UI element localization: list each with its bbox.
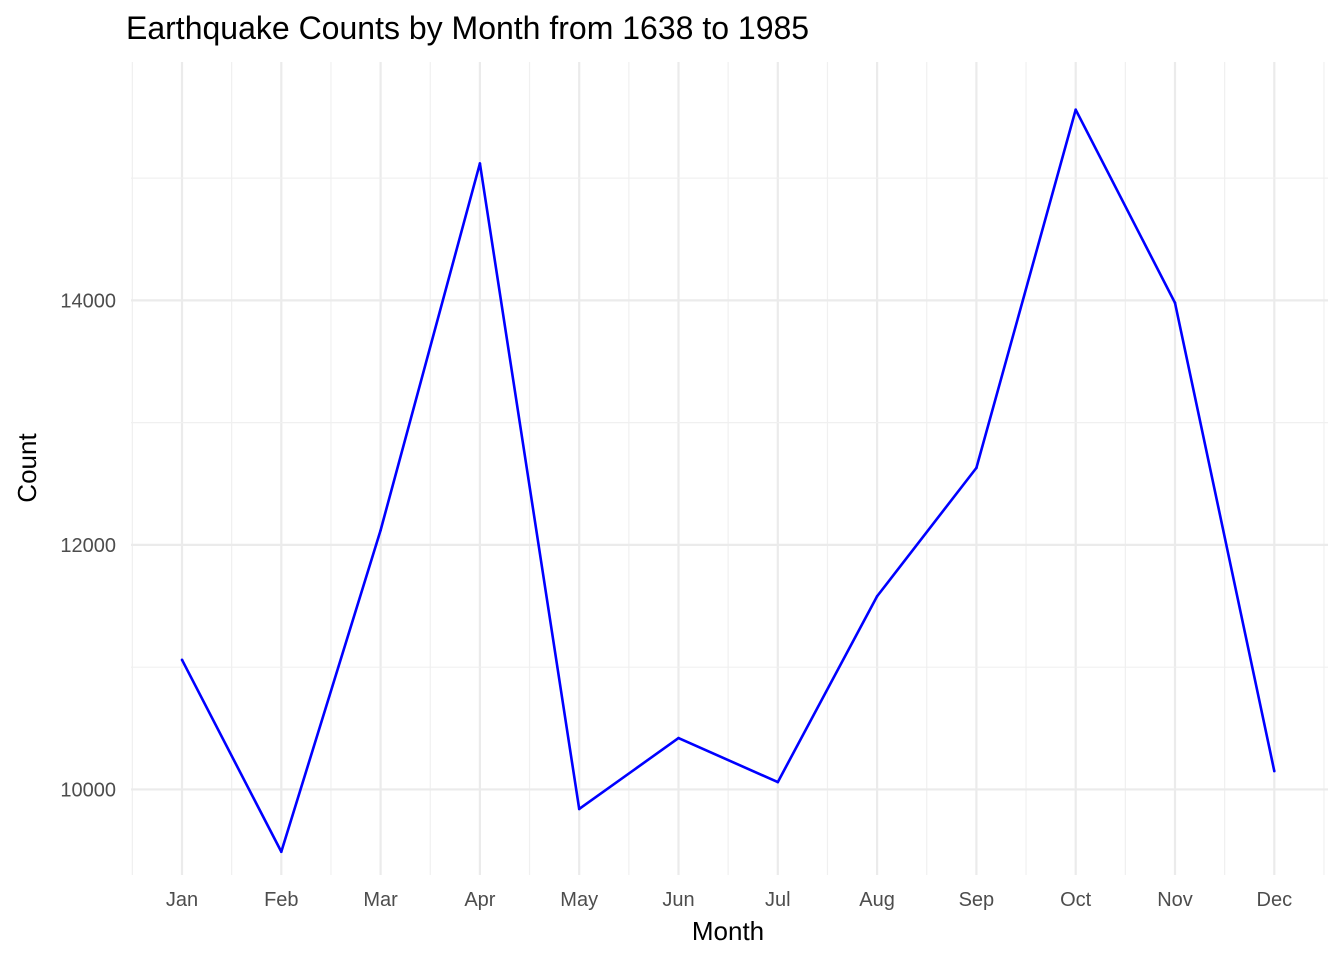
- x-tick-label: Oct: [1060, 889, 1092, 911]
- data-point: [1273, 769, 1276, 773]
- data-point: [1173, 301, 1177, 305]
- x-tick-label: Jun: [662, 889, 694, 911]
- x-axis-ticks: Jan Feb Mar Apr May Jun Jul Aug Sep Oct Nov Dec: [166, 889, 1292, 911]
- x-tick-label: Nov: [1157, 889, 1193, 911]
- data-point: [180, 658, 184, 662]
- x-tick-label: May: [560, 889, 598, 911]
- x-tick-label: Sep: [959, 889, 995, 911]
- data-point: [478, 162, 482, 165]
- data-point: [577, 807, 581, 811]
- series-layer: [180, 108, 1276, 854]
- y-tick-label: 10000: [60, 779, 116, 801]
- y-tick-label: 14000: [60, 290, 116, 312]
- data-point: [1074, 108, 1077, 111]
- x-tick-label: Aug: [859, 889, 895, 911]
- data-point: [776, 780, 780, 784]
- data-point: [875, 594, 879, 598]
- y-axis-ticks: 10000 12000 14000: [60, 290, 116, 801]
- x-tick-label: Jan: [166, 889, 198, 911]
- chart-title: Earthquake Counts by Month from 1638 to …: [126, 10, 809, 46]
- data-point: [379, 528, 382, 532]
- y-axis-title: Count: [12, 433, 42, 503]
- x-tick-label: Mar: [363, 889, 398, 911]
- x-tick-label: Dec: [1257, 889, 1293, 911]
- x-axis-title: Month: [692, 916, 764, 946]
- y-tick-label: 12000: [60, 535, 116, 557]
- x-tick-label: Jul: [765, 889, 791, 911]
- x-tick-label: Feb: [264, 889, 298, 911]
- data-point: [975, 466, 978, 470]
- x-tick-label: Apr: [464, 889, 495, 911]
- series-line: [180, 108, 1276, 854]
- data-point: [677, 736, 680, 740]
- data-point: [280, 850, 283, 854]
- grid: [131, 62, 1328, 875]
